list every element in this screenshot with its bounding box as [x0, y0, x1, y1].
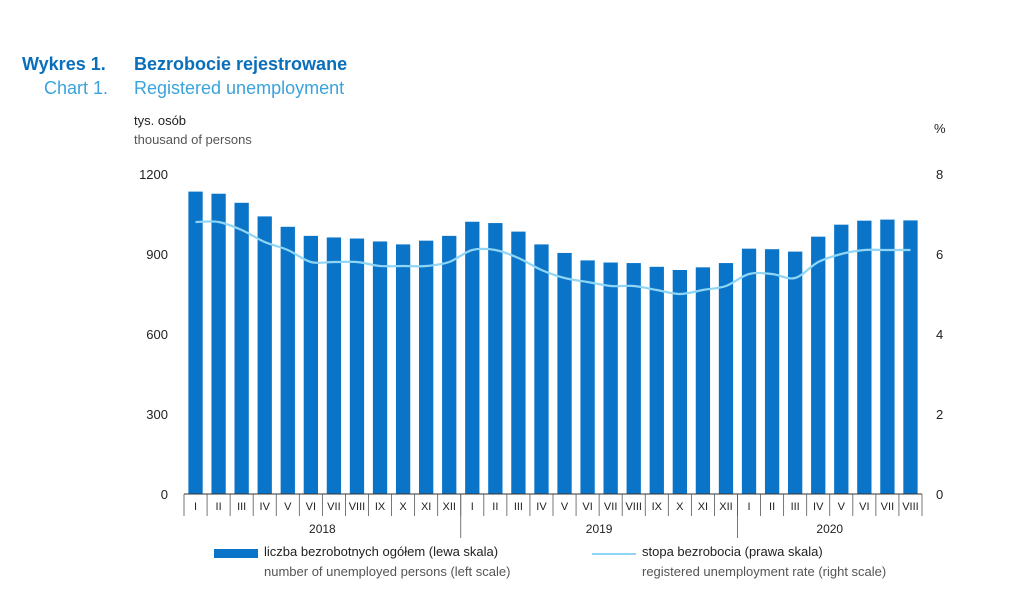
year-label: 2019: [586, 522, 613, 536]
bar-unemployed-16: [534, 244, 549, 494]
right-axis-unit: %: [934, 121, 946, 136]
left-axis-unit-pl: tys. osób: [134, 113, 187, 128]
bar-unemployed-22: [672, 270, 687, 494]
month-label: III: [237, 501, 246, 513]
right-axis-tick-label: 0: [936, 487, 943, 502]
right-axis-tick-label: 6: [936, 247, 943, 262]
month-label: XI: [421, 501, 431, 513]
bar-unemployed-9: [372, 241, 388, 494]
month-label: VIII: [902, 501, 919, 513]
bar-unemployed-13: [465, 221, 480, 494]
year-label: 2020: [816, 522, 843, 536]
month-label: VIII: [349, 501, 366, 513]
chart-title-en: Registered unemployment: [134, 78, 345, 98]
bar-unemployed-20: [626, 263, 641, 494]
month-label: XII: [442, 501, 455, 513]
month-label: IX: [652, 501, 663, 513]
chart-title-pl: Bezrobocie rejestrowane: [134, 54, 348, 74]
chart-label-en: Chart 1.: [44, 78, 109, 98]
bar-unemployed-27: [788, 251, 803, 494]
bar-unemployed-11: [419, 240, 434, 494]
bar-unemployed-15: [511, 231, 526, 494]
bar-unemployed-6: [303, 235, 318, 494]
legend-bar-swatch: [214, 549, 258, 558]
left-axis-unit-en: thousand of persons: [134, 132, 252, 147]
bar-unemployed-1: [188, 191, 203, 494]
bar-unemployed-19: [603, 262, 618, 494]
month-label: II: [492, 501, 498, 513]
legend-line-label-pl: stopa bezrobocia (prawa skala): [642, 544, 823, 559]
left-axis-tick-label: 1200: [139, 167, 168, 182]
year-label: 2018: [309, 522, 336, 536]
chart-label-pl: Wykres 1.: [22, 54, 106, 74]
month-label: IV: [260, 501, 271, 513]
month-label: X: [676, 501, 684, 513]
month-label: XII: [719, 501, 732, 513]
month-label: V: [561, 501, 569, 513]
month-label: VI: [306, 501, 316, 513]
right-axis-tick-label: 4: [936, 327, 943, 342]
bar-unemployed-3: [234, 202, 249, 495]
bar-unemployed-23: [695, 267, 711, 494]
month-label: I: [471, 501, 474, 513]
month-label: VI: [859, 501, 869, 513]
bar-unemployed-24: [718, 263, 734, 494]
month-label: X: [399, 501, 407, 513]
month-label: II: [216, 501, 222, 513]
left-axis-tick-label: 600: [146, 327, 168, 342]
bar-unemployed-10: [395, 244, 411, 494]
bar-unemployed-4: [257, 216, 272, 494]
bar-unemployed-25: [741, 248, 757, 494]
month-label: V: [838, 501, 846, 513]
bar-unemployed-30: [857, 220, 872, 494]
month-label: VII: [327, 501, 340, 513]
month-label: II: [769, 501, 775, 513]
bar-unemployed-29: [834, 224, 849, 494]
month-label: XI: [698, 501, 708, 513]
month-label: V: [284, 501, 292, 513]
month-label: IX: [375, 501, 386, 513]
bar-unemployed-26: [764, 249, 780, 494]
month-label: VI: [582, 501, 592, 513]
month-label: III: [791, 501, 800, 513]
left-axis-tick-label: 300: [146, 407, 168, 422]
left-axis-tick-label: 900: [146, 247, 168, 262]
bar-unemployed-18: [580, 260, 595, 494]
legend-line-label-en: registered unemployment rate (right scal…: [642, 564, 887, 579]
bar-unemployed-2: [211, 193, 226, 494]
bar-unemployed-32: [903, 220, 918, 494]
bar-unemployed-14: [488, 223, 503, 495]
right-axis-tick-label: 8: [936, 167, 943, 182]
left-axis-tick-label: 0: [161, 487, 168, 502]
month-label: I: [194, 501, 197, 513]
month-label: VIII: [625, 501, 642, 513]
month-label: IV: [813, 501, 824, 513]
right-axis-tick-label: 2: [936, 407, 943, 422]
bar-unemployed-8: [349, 238, 365, 494]
bar-unemployed-5: [280, 226, 295, 495]
month-label: IV: [536, 501, 547, 513]
bar-unemployed-28: [811, 236, 826, 494]
bar-unemployed-17: [557, 252, 572, 494]
month-label: VII: [604, 501, 617, 513]
month-label: III: [514, 501, 523, 513]
month-label: VII: [881, 501, 894, 513]
month-label: I: [748, 501, 751, 513]
bar-unemployed-12: [442, 235, 457, 494]
legend-bars-label-pl: liczba bezrobotnych ogółem (lewa skala): [264, 544, 499, 559]
bar-unemployed-31: [880, 219, 895, 494]
bar-unemployed-21: [649, 266, 664, 494]
rate-line: [195, 220, 911, 296]
bar-unemployed-7: [326, 237, 342, 494]
legend-line-swatch: [592, 553, 636, 555]
legend-bars-label-en: number of unemployed persons (left scale…: [264, 564, 511, 579]
